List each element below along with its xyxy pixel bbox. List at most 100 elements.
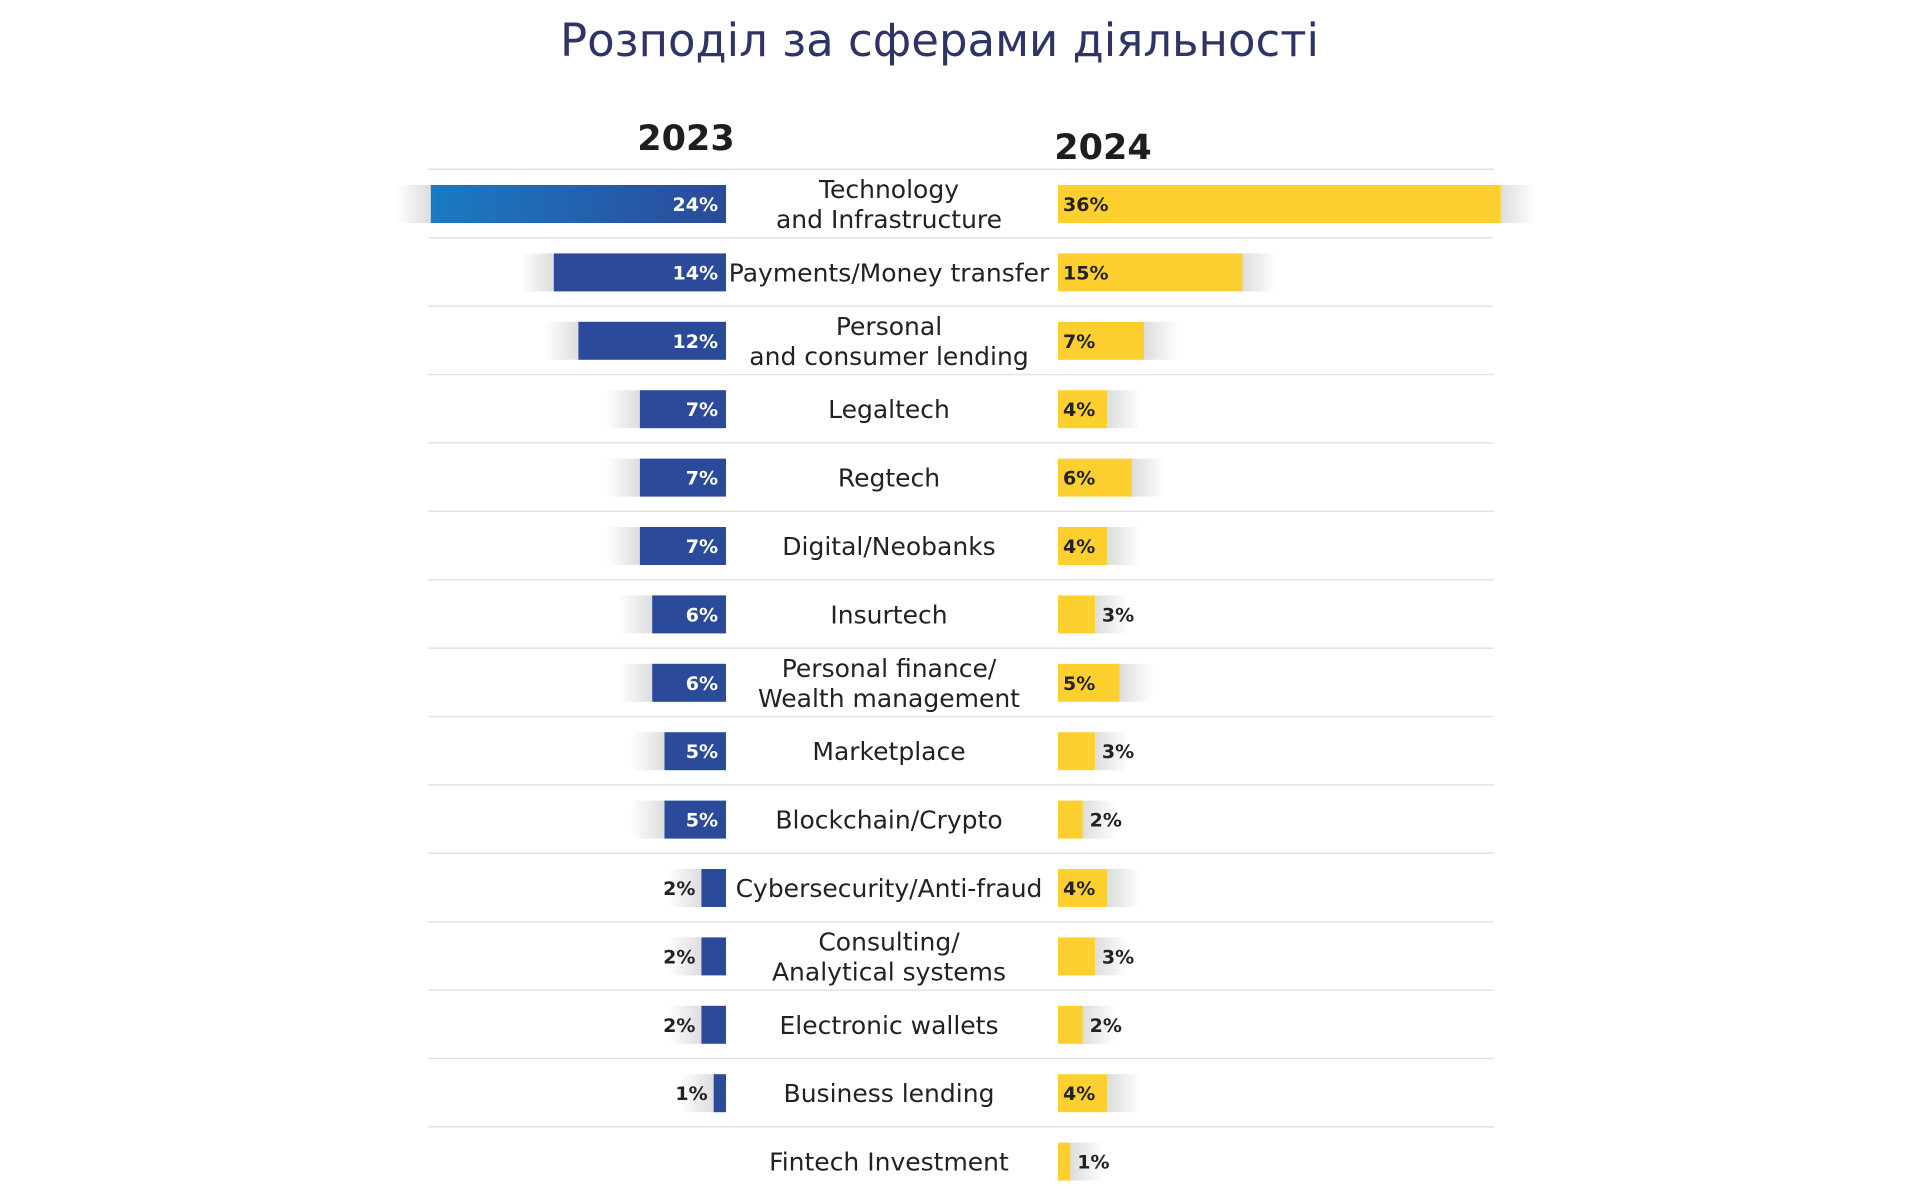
bar-shadow [396, 185, 431, 223]
category-label: Payments/Money transfer [729, 258, 1050, 287]
value-label-2023: 2% [663, 946, 695, 968]
bar-2023 [701, 1005, 726, 1044]
value-label-2024: 2% [1090, 1015, 1122, 1037]
value-label-2023: 12% [673, 331, 718, 353]
category-label: Personal and consumer lending [749, 312, 1028, 371]
bar-2024 [1058, 253, 1243, 292]
category-label: Digital/Neobanks [782, 532, 995, 561]
bar-2024 [1058, 1005, 1083, 1044]
value-label-2023: 24% [673, 194, 718, 216]
bar-2023 [652, 595, 726, 634]
value-label-2024: 7% [1063, 331, 1095, 353]
category-label: Consulting/Analytical systems [772, 927, 1006, 986]
bar-shadow [667, 1005, 702, 1044]
bar-shadow [630, 800, 665, 839]
category-label: Electronic wallets [779, 1011, 998, 1040]
bar-2023 [430, 185, 726, 223]
bar-shadow [1119, 663, 1154, 702]
category-label: Fintech Investment [769, 1148, 1009, 1177]
category-label: Personal finance/Wealth management [758, 654, 1020, 713]
bar-shadow [1082, 1005, 1117, 1044]
bar-2023 [701, 937, 726, 976]
bar-shadow [1094, 595, 1129, 634]
value-label-2024: 4% [1063, 399, 1095, 421]
bar-2023 [713, 1074, 726, 1113]
bar-2023 [652, 663, 726, 702]
bar-2023 [664, 800, 726, 839]
value-label-2024: 4% [1063, 878, 1095, 900]
bar-shadow [544, 321, 579, 360]
bar-2023 [664, 732, 726, 771]
bar-shadow [618, 595, 653, 634]
value-label-2023: 1% [675, 1083, 707, 1105]
bar-shadow [1107, 527, 1142, 565]
category-label: Technology and Infrastructure [776, 175, 1002, 234]
bar-shadow [1242, 253, 1277, 292]
bar-2024 [1058, 321, 1145, 360]
value-label-2024: 1% [1077, 1152, 1109, 1174]
value-label-2023: 2% [663, 878, 695, 900]
bar-2023 [701, 869, 726, 907]
value-label-2024: 5% [1063, 673, 1095, 695]
value-label-2024: 3% [1102, 741, 1134, 763]
bar-2024 [1058, 1074, 1108, 1113]
bar-shadow [605, 527, 640, 565]
bar-2023 [553, 253, 726, 292]
category-label: Regtech [838, 464, 940, 493]
category-label: Business lending [784, 1079, 995, 1108]
bar-2023 [639, 458, 726, 497]
value-label-2023: 5% [686, 741, 718, 763]
bar-shadow [618, 663, 653, 702]
bar-2024 [1058, 185, 1501, 223]
category-label: Blockchain/Crypto [775, 806, 1002, 835]
bar-shadow [1500, 185, 1535, 223]
bar-shadow [679, 1074, 714, 1113]
value-label-2023: 7% [686, 399, 718, 421]
value-label-2024: 6% [1063, 468, 1095, 490]
value-label-2024: 3% [1102, 946, 1134, 968]
value-label-2023: 6% [686, 604, 718, 626]
value-label-2024: 15% [1063, 262, 1108, 284]
bar-2024 [1058, 390, 1108, 429]
category-label: Marketplace [812, 737, 965, 766]
bar-2024 [1058, 732, 1095, 771]
year-label-2024: 2024 [1054, 128, 1151, 168]
value-label-2023: 6% [686, 673, 718, 695]
value-label-2023: 7% [686, 536, 718, 558]
value-label-2023: 7% [686, 468, 718, 490]
value-label-2024: 4% [1063, 1083, 1095, 1105]
bar-shadow [1107, 390, 1142, 429]
bar-2024 [1058, 1142, 1071, 1181]
category-label: Legaltech [828, 395, 950, 424]
bar-2024 [1058, 800, 1083, 839]
category-label: Cybersecurity/Anti-fraud [736, 874, 1043, 903]
bar-shadow [605, 390, 640, 429]
bar-shadow [1094, 732, 1129, 771]
value-label-2023: 14% [673, 262, 718, 284]
bar-2024 [1058, 869, 1108, 907]
bar-shadow [1107, 1074, 1142, 1113]
value-label-2023: 2% [663, 1015, 695, 1037]
value-label-2024: 4% [1063, 536, 1095, 558]
value-label-2024: 3% [1102, 604, 1134, 626]
value-label-2024: 36% [1063, 194, 1108, 216]
bar-shadow [1107, 869, 1142, 907]
bar-shadow [1070, 1142, 1105, 1181]
bar-shadow [1094, 937, 1129, 976]
bar-shadow [1082, 800, 1117, 839]
year-label-2023: 2023 [637, 119, 734, 159]
bar-shadow [667, 937, 702, 976]
category-label: Insurtech [830, 600, 947, 629]
value-label-2023: 5% [686, 810, 718, 832]
bar-shadow [1144, 321, 1179, 360]
bar-shadow [667, 869, 702, 907]
value-label-2024: 2% [1090, 810, 1122, 832]
bar-shadow [605, 458, 640, 497]
bar-2023 [639, 390, 726, 429]
bar-2024 [1058, 458, 1132, 497]
bar-2024 [1058, 527, 1108, 565]
bar-shadow [630, 732, 665, 771]
bar-2024 [1058, 595, 1095, 634]
bar-2024 [1058, 663, 1120, 702]
